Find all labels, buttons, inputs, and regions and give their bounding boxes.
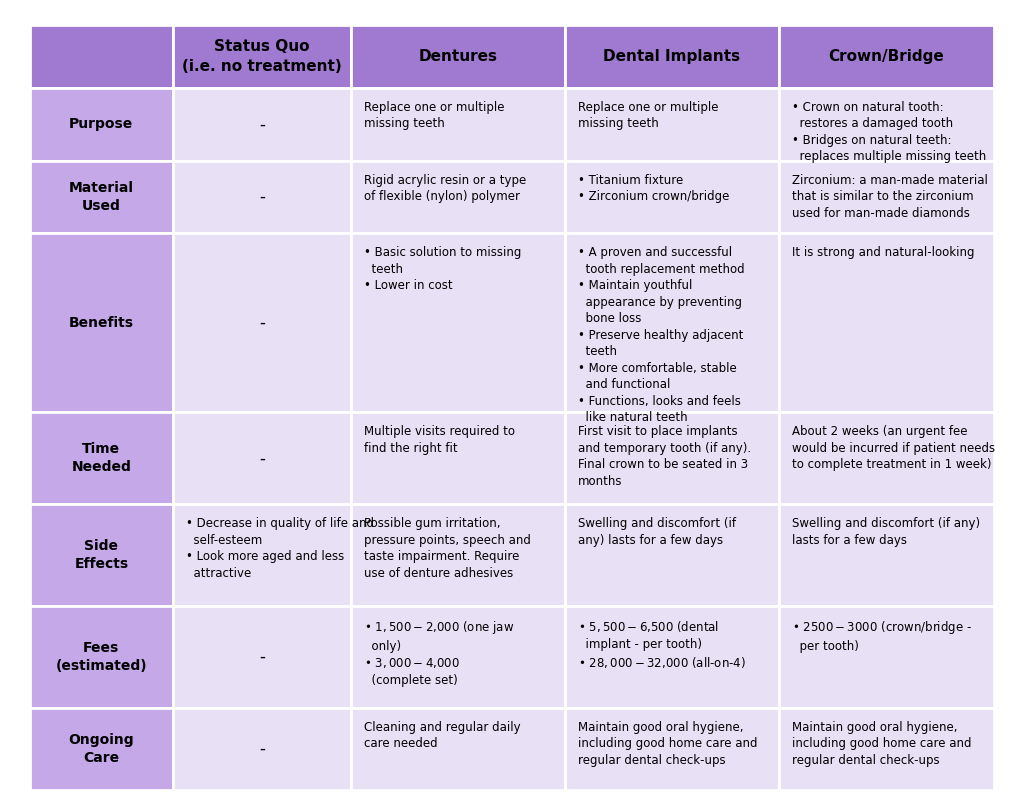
Text: • Decrease in quality of life and
  self-esteem
• Look more aged and less
  attr: • Decrease in quality of life and self-e… [185, 518, 374, 580]
Text: -: - [259, 115, 265, 134]
Bar [779, 233, 994, 412]
Text: Cleaning and regular daily
care needed: Cleaning and regular daily care needed [364, 721, 520, 750]
Bar [351, 412, 565, 505]
Bar [779, 412, 994, 505]
Bar [173, 606, 351, 708]
Bar [565, 708, 779, 790]
Text: Possible gum irritation,
pressure points, speech and
taste impairment. Require
u: Possible gum irritation, pressure points… [364, 518, 530, 580]
Bar [173, 233, 351, 412]
Bar [779, 505, 994, 606]
Text: -: - [259, 188, 265, 206]
Bar [30, 606, 173, 708]
Bar [779, 88, 994, 160]
Text: Dental Implants: Dental Implants [603, 49, 740, 64]
Text: -: - [259, 313, 265, 332]
Text: • $1,500 - $2,000 (one jaw
  only)
• $3,000 - $4,000
  (complete set): • $1,500 - $2,000 (one jaw only) • $3,00… [364, 619, 514, 687]
Text: Benefits: Benefits [69, 316, 134, 330]
Bar [565, 505, 779, 606]
Bar [173, 88, 351, 160]
Text: -: - [259, 740, 265, 758]
Bar [351, 160, 565, 233]
Text: Maintain good oral hygiene,
including good home care and
regular dental check-up: Maintain good oral hygiene, including go… [578, 721, 758, 767]
Bar [351, 505, 565, 606]
Text: Side
Effects: Side Effects [75, 539, 128, 571]
Text: Fees
(estimated): Fees (estimated) [55, 641, 147, 673]
Bar [565, 88, 779, 160]
Bar [351, 88, 565, 160]
Text: • Titanium fixture
• Zirconium crown/bridge: • Titanium fixture • Zirconium crown/bri… [578, 173, 729, 203]
Text: -: - [259, 450, 265, 467]
Text: Status Quo
(i.e. no treatment): Status Quo (i.e. no treatment) [182, 40, 342, 74]
Text: • $2500 - $3000 (crown/bridge -
  per tooth): • $2500 - $3000 (crown/bridge - per toot… [792, 619, 972, 653]
Text: Replace one or multiple
missing teeth: Replace one or multiple missing teeth [578, 101, 719, 130]
Text: About 2 weeks (an urgent fee
would be incurred if patient needs
to complete trea: About 2 weeks (an urgent fee would be in… [792, 425, 995, 471]
Bar [173, 708, 351, 790]
Bar [351, 606, 565, 708]
Bar [779, 708, 994, 790]
Bar [30, 233, 173, 412]
Text: Purpose: Purpose [70, 117, 133, 131]
Text: Crown/Bridge: Crown/Bridge [828, 49, 944, 64]
Bar [30, 88, 173, 160]
Text: Material
Used: Material Used [69, 181, 134, 213]
Text: First visit to place implants
and temporary tooth (if any).
Final crown to be se: First visit to place implants and tempor… [578, 425, 752, 488]
Bar [30, 25, 173, 88]
Text: • Crown on natural tooth:
  restores a damaged tooth
• Bridges on natural teeth:: • Crown on natural tooth: restores a dam… [792, 101, 986, 164]
Bar [779, 25, 994, 88]
Text: Dentures: Dentures [419, 49, 498, 64]
Bar [30, 160, 173, 233]
Text: Maintain good oral hygiene,
including good home care and
regular dental check-up: Maintain good oral hygiene, including go… [792, 721, 972, 767]
Bar [565, 233, 779, 412]
Text: Replace one or multiple
missing teeth: Replace one or multiple missing teeth [364, 101, 505, 130]
Text: • Basic solution to missing
  teeth
• Lower in cost: • Basic solution to missing teeth • Lowe… [364, 246, 521, 292]
Bar [565, 25, 779, 88]
Bar [173, 25, 351, 88]
Bar [351, 233, 565, 412]
Text: Rigid acrylic resin or a type
of flexible (nylon) polymer: Rigid acrylic resin or a type of flexibl… [364, 173, 526, 203]
Bar [351, 25, 565, 88]
Bar [30, 412, 173, 505]
Bar [173, 505, 351, 606]
Text: • A proven and successful
  tooth replacement method
• Maintain youthful
  appea: • A proven and successful tooth replacem… [578, 246, 744, 424]
Text: Swelling and discomfort (if
any) lasts for a few days: Swelling and discomfort (if any) lasts f… [578, 518, 736, 547]
Bar [173, 412, 351, 505]
Text: Zirconium: a man-made material
that is similar to the zirconium
used for man-mad: Zirconium: a man-made material that is s… [792, 173, 988, 220]
Text: It is strong and natural-looking: It is strong and natural-looking [792, 246, 975, 259]
Text: • $5,500 - $6,500 (dental
  implant - per tooth)
• $28,000 - $32,000 (all-on-4): • $5,500 - $6,500 (dental implant - per … [578, 619, 745, 670]
Bar [173, 160, 351, 233]
Bar [30, 505, 173, 606]
Bar [779, 606, 994, 708]
Bar [779, 160, 994, 233]
Text: -: - [259, 648, 265, 666]
Bar [565, 160, 779, 233]
Bar [565, 606, 779, 708]
Text: Ongoing
Care: Ongoing Care [69, 733, 134, 765]
Bar [565, 412, 779, 505]
Text: Time
Needed: Time Needed [72, 442, 131, 475]
Text: Swelling and discomfort (if any)
lasts for a few days: Swelling and discomfort (if any) lasts f… [792, 518, 980, 547]
Bar [30, 708, 173, 790]
Bar [351, 708, 565, 790]
Text: Multiple visits required to
find the right fit: Multiple visits required to find the rig… [364, 425, 515, 455]
